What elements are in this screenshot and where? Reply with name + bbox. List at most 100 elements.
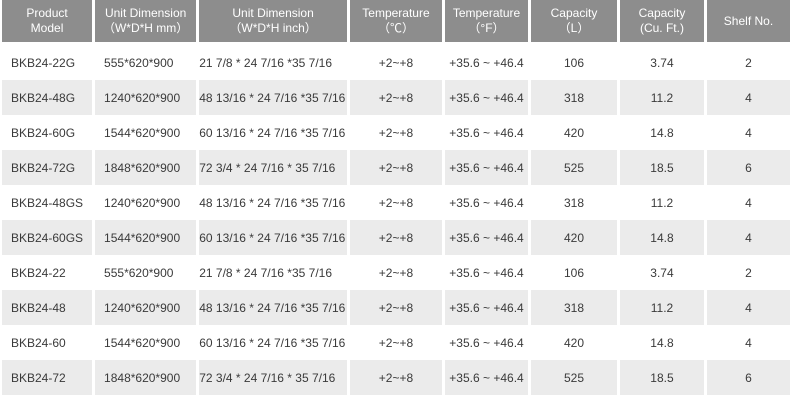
header-capacity-l: Capacity （L） xyxy=(530,0,617,45)
cell-capacity-cuft: 3.74 xyxy=(619,45,704,80)
cell-temperature-f: +35.6 ~ +46.4 xyxy=(445,360,528,395)
cell-temperature-f: +35.6 ~ +46.4 xyxy=(445,255,528,290)
table-row: BKB24-22 555*620*900 21 7/8 * 24 7/16 *35 … xyxy=(2,255,790,290)
cell-dimension-inch: 21 7/8 * 24 7/16 *35 7/16 xyxy=(199,255,347,290)
cell-dimension-inch: 60 13/16 * 24 7/16 *35 7/16 xyxy=(199,220,347,255)
cell-capacity-l: 525 xyxy=(530,360,617,395)
table-row: BKB24-72 1848*620*900 72 3/4 * 24 7/16 * 3… xyxy=(2,360,790,395)
header-dimension-mm: Unit Dimension （W*D*H mm） xyxy=(95,0,197,45)
cell-shelf-no: 4 xyxy=(706,325,790,360)
cell-capacity-cuft: 18.5 xyxy=(619,360,704,395)
table-row: BKB24-48 1240*620*900 48 13/16 * 24 7/16 *… xyxy=(2,290,790,325)
cell-capacity-l: 318 xyxy=(530,80,617,115)
cell-dimension-inch: 48 13/16 * 24 7/16 *35 7/16 xyxy=(199,290,347,325)
header-temperature-f: Temperature （°F） xyxy=(445,0,528,45)
cell-dimension-mm: 555*620*900 xyxy=(95,255,197,290)
cell-capacity-l: 420 xyxy=(530,115,617,150)
cell-temperature-c: +2~+8 xyxy=(349,325,443,360)
cell-dimension-mm: 1848*620*900 xyxy=(95,150,197,185)
cell-dimension-mm: 1544*620*900 xyxy=(95,325,197,360)
cell-model: BKB24-72G xyxy=(2,150,93,185)
cell-shelf-no: 4 xyxy=(706,220,790,255)
cell-temperature-c: +2~+8 xyxy=(349,115,443,150)
cell-temperature-c: +2~+8 xyxy=(349,255,443,290)
cell-temperature-f: +35.6 ~ +46.4 xyxy=(445,80,528,115)
table-row: BKB24-60G 1544*620*900 60 13/16 * 24 7/16 … xyxy=(2,115,790,150)
cell-temperature-c: +2~+8 xyxy=(349,290,443,325)
cell-temperature-c: +2~+8 xyxy=(349,360,443,395)
cell-temperature-f: +35.6 ~ +46.4 xyxy=(445,150,528,185)
cell-model: BKB24-22 xyxy=(2,255,93,290)
table-row: BKB24-60 1544*620*900 60 13/16 * 24 7/16 *… xyxy=(2,325,790,360)
cell-shelf-no: 6 xyxy=(706,360,790,395)
cell-dimension-mm: 1544*620*900 xyxy=(95,220,197,255)
cell-temperature-f: +35.6 ~ +46.4 xyxy=(445,115,528,150)
cell-shelf-no: 2 xyxy=(706,255,790,290)
cell-dimension-mm: 1240*620*900 xyxy=(95,80,197,115)
cell-temperature-c: +2~+8 xyxy=(349,80,443,115)
cell-dimension-mm: 1240*620*900 xyxy=(95,290,197,325)
table-row: BKB24-60GS 1544*620*900 60 13/16 * 24 7/16… xyxy=(2,220,790,255)
cell-temperature-f: +35.6 ~ +46.4 xyxy=(445,45,528,80)
cell-dimension-inch: 72 3/4 * 24 7/16 * 35 7/16 xyxy=(199,150,347,185)
cell-capacity-cuft: 18.5 xyxy=(619,150,704,185)
header-row: Product Model Unit Dimension （W*D*H mm） Un… xyxy=(2,0,790,45)
cell-dimension-inch: 48 13/16 * 24 7/16 *35 7/16 xyxy=(199,80,347,115)
cell-dimension-mm: 1544*620*900 xyxy=(95,115,197,150)
cell-dimension-mm: 1848*620*900 xyxy=(95,360,197,395)
header-temperature-c: Temperature （℃） xyxy=(349,0,443,45)
cell-dimension-inch: 60 13/16 * 24 7/16 *35 7/16 xyxy=(199,115,347,150)
cell-model: BKB24-48GS xyxy=(2,185,93,220)
cell-temperature-f: +35.6 ~ +46.4 xyxy=(445,220,528,255)
cell-model: BKB24-22G xyxy=(2,45,93,80)
cell-capacity-l: 106 xyxy=(530,255,617,290)
cell-temperature-c: +2~+8 xyxy=(349,45,443,80)
table-row: BKB24-22G 555*620*900 21 7/8 * 24 7/16 *35… xyxy=(2,45,790,80)
table-row: BKB24-72G 1848*620*900 72 3/4 * 24 7/16 * … xyxy=(2,150,790,185)
cell-capacity-l: 106 xyxy=(530,45,617,80)
cell-shelf-no: 4 xyxy=(706,185,790,220)
cell-model: BKB24-60G xyxy=(2,115,93,150)
cell-capacity-cuft: 11.2 xyxy=(619,290,704,325)
cell-capacity-cuft: 14.8 xyxy=(619,115,704,150)
cell-capacity-l: 318 xyxy=(530,185,617,220)
cell-dimension-inch: 72 3/4 * 24 7/16 * 35 7/16 xyxy=(199,360,347,395)
cell-shelf-no: 4 xyxy=(706,290,790,325)
cell-capacity-cuft: 11.2 xyxy=(619,185,704,220)
table-row: BKB24-48G 1240*620*900 48 13/16 * 24 7/16 … xyxy=(2,80,790,115)
header-capacity-cuft: Capacity (Cu. Ft.) xyxy=(619,0,704,45)
cell-capacity-l: 420 xyxy=(530,325,617,360)
cell-model: BKB24-48 xyxy=(2,290,93,325)
header-dimension-inch: Unit Dimension （W*D*H inch） xyxy=(199,0,347,45)
cell-model: BKB24-60 xyxy=(2,325,93,360)
cell-dimension-mm: 1240*620*900 xyxy=(95,185,197,220)
cell-shelf-no: 6 xyxy=(706,150,790,185)
cell-shelf-no: 4 xyxy=(706,80,790,115)
cell-temperature-f: +35.6 ~ +46.4 xyxy=(445,185,528,220)
cell-temperature-c: +2~+8 xyxy=(349,185,443,220)
cell-capacity-cuft: 14.8 xyxy=(619,325,704,360)
table-row: BKB24-48GS 1240*620*900 48 13/16 * 24 7/16… xyxy=(2,185,790,220)
cell-capacity-l: 318 xyxy=(530,290,617,325)
cell-capacity-l: 420 xyxy=(530,220,617,255)
cell-shelf-no: 4 xyxy=(706,115,790,150)
cell-model: BKB24-60GS xyxy=(2,220,93,255)
spec-table: Product Model Unit Dimension （W*D*H mm） Un… xyxy=(2,0,790,395)
cell-temperature-f: +35.6 ~ +46.4 xyxy=(445,290,528,325)
cell-dimension-inch: 60 13/16 * 24 7/16 *35 7/16 xyxy=(199,325,347,360)
cell-capacity-cuft: 3.74 xyxy=(619,255,704,290)
cell-dimension-mm: 555*620*900 xyxy=(95,45,197,80)
cell-capacity-cuft: 14.8 xyxy=(619,220,704,255)
cell-capacity-l: 525 xyxy=(530,150,617,185)
header-product-model: Product Model xyxy=(2,0,93,45)
header-shelf-no: Shelf No. xyxy=(706,0,790,45)
cell-dimension-inch: 21 7/8 * 24 7/16 *35 7/16 xyxy=(199,45,347,80)
cell-temperature-c: +2~+8 xyxy=(349,220,443,255)
cell-shelf-no: 2 xyxy=(706,45,790,80)
cell-model: BKB24-48G xyxy=(2,80,93,115)
cell-temperature-c: +2~+8 xyxy=(349,150,443,185)
cell-capacity-cuft: 11.2 xyxy=(619,80,704,115)
cell-temperature-f: +35.6 ~ +46.4 xyxy=(445,325,528,360)
cell-dimension-inch: 48 13/16 * 24 7/16 *35 7/16 xyxy=(199,185,347,220)
cell-model: BKB24-72 xyxy=(2,360,93,395)
